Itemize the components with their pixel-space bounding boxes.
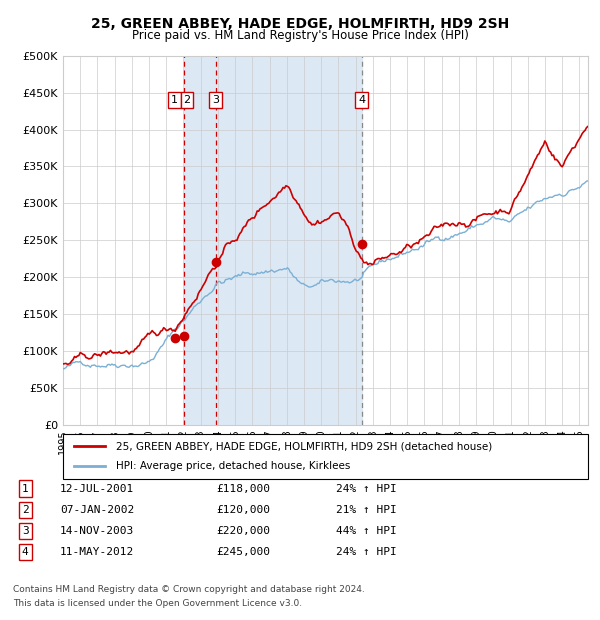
Text: Contains HM Land Registry data © Crown copyright and database right 2024.: Contains HM Land Registry data © Crown c… (13, 585, 365, 594)
Text: 24% ↑ HPI: 24% ↑ HPI (336, 484, 397, 494)
Bar (184, 56, 362, 425)
Text: 4: 4 (358, 95, 365, 105)
Text: 12-JUL-2001: 12-JUL-2001 (60, 484, 134, 494)
Text: 1: 1 (171, 95, 178, 105)
Text: This data is licensed under the Open Government Licence v3.0.: This data is licensed under the Open Gov… (13, 598, 302, 608)
Text: 25, GREEN ABBEY, HADE EDGE, HOLMFIRTH, HD9 2SH: 25, GREEN ABBEY, HADE EDGE, HOLMFIRTH, H… (91, 17, 509, 32)
Text: 14-NOV-2003: 14-NOV-2003 (60, 526, 134, 536)
Text: HPI: Average price, detached house, Kirklees: HPI: Average price, detached house, Kirk… (115, 461, 350, 471)
Text: £220,000: £220,000 (216, 526, 270, 536)
Text: 07-JAN-2002: 07-JAN-2002 (60, 505, 134, 515)
Text: 4: 4 (22, 547, 29, 557)
Text: 2: 2 (184, 95, 190, 105)
Text: 3: 3 (22, 526, 29, 536)
Text: 25, GREEN ABBEY, HADE EDGE, HOLMFIRTH, HD9 2SH (detached house): 25, GREEN ABBEY, HADE EDGE, HOLMFIRTH, H… (115, 441, 492, 451)
Text: 3: 3 (212, 95, 219, 105)
Text: 21% ↑ HPI: 21% ↑ HPI (336, 505, 397, 515)
Text: 11-MAY-2012: 11-MAY-2012 (60, 547, 134, 557)
Text: 1: 1 (22, 484, 29, 494)
Text: 24% ↑ HPI: 24% ↑ HPI (336, 547, 397, 557)
Text: 2: 2 (22, 505, 29, 515)
Text: Price paid vs. HM Land Registry's House Price Index (HPI): Price paid vs. HM Land Registry's House … (131, 29, 469, 42)
Text: £118,000: £118,000 (216, 484, 270, 494)
FancyBboxPatch shape (63, 434, 588, 479)
Text: 44% ↑ HPI: 44% ↑ HPI (336, 526, 397, 536)
Text: £120,000: £120,000 (216, 505, 270, 515)
Text: £245,000: £245,000 (216, 547, 270, 557)
